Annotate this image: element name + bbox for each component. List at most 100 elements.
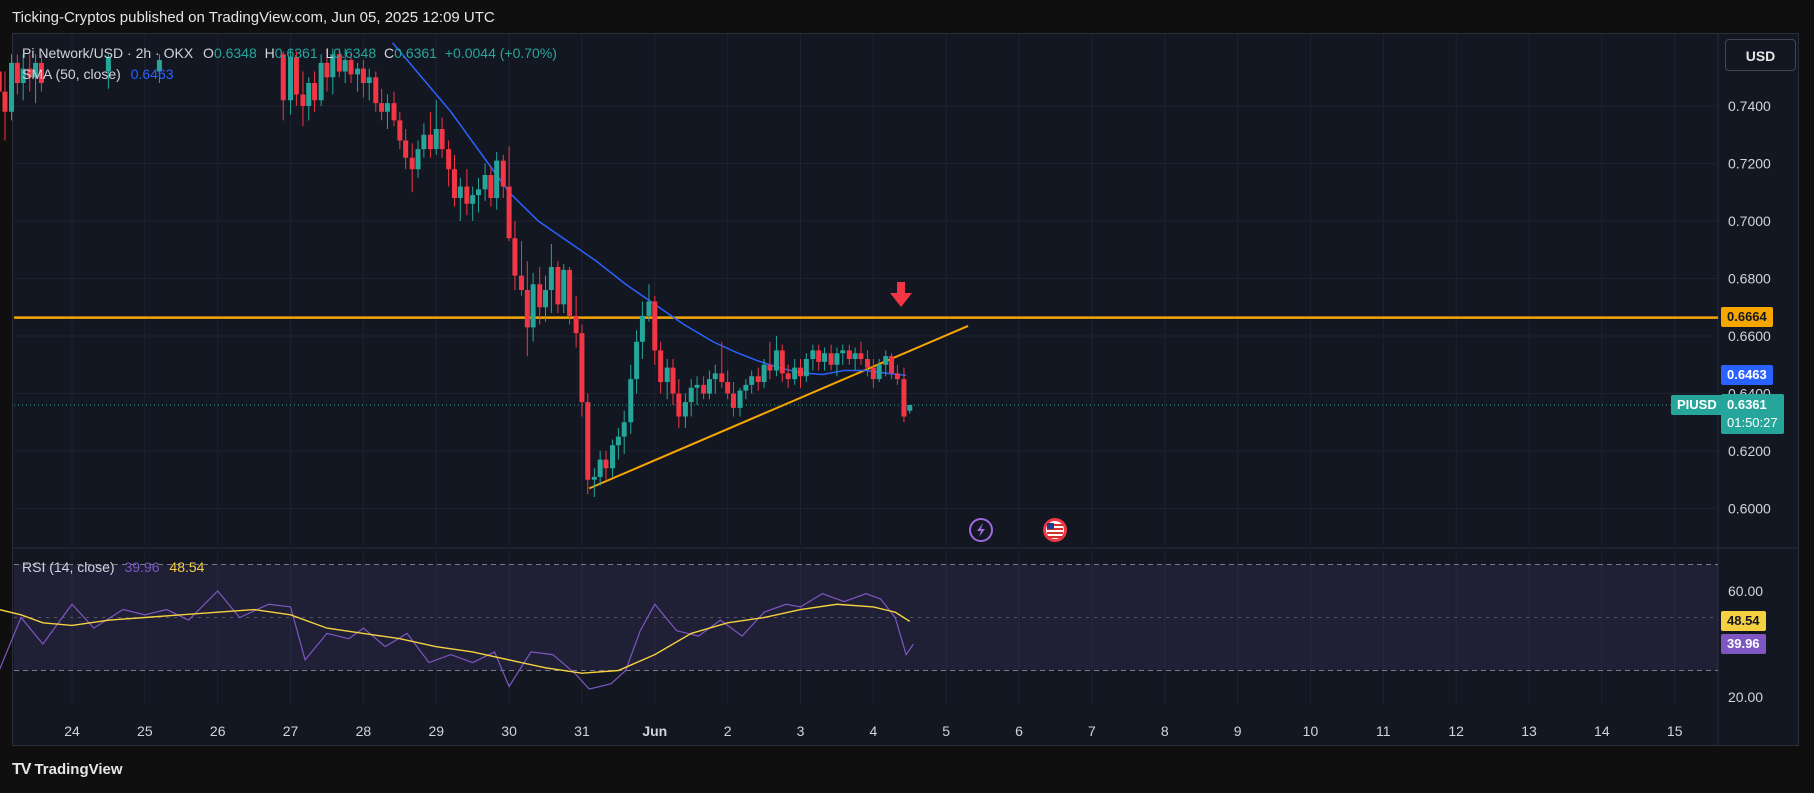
candle (615, 428, 621, 460)
candle-body (524, 290, 530, 328)
candle (342, 48, 348, 83)
last-price-value: 0.6361 (1727, 397, 1767, 412)
candle (14, 54, 20, 95)
candle-body (427, 134, 433, 150)
candle (500, 154, 506, 198)
candle (676, 379, 682, 428)
candle-body (548, 267, 554, 290)
low-label: L (325, 45, 334, 61)
candle (779, 344, 785, 382)
rsi-bands (14, 564, 1718, 671)
chart-icons (890, 282, 1067, 542)
candle-body (610, 445, 616, 469)
lightning-icon (969, 518, 993, 542)
open-label: O (203, 45, 214, 61)
candle-body (293, 57, 299, 95)
candle-body (537, 284, 543, 308)
candle-body (664, 367, 670, 382)
candle-body (2, 91, 8, 112)
candle (652, 295, 658, 365)
candle (306, 77, 312, 121)
candle (658, 341, 664, 394)
us-flag-icon-stripe (1047, 528, 1063, 530)
time-axis-ticks: 24 25 26 27 28 29 30 31 Jun 2 3 4 5 6 7 8 9 10 11 12 13 14 15 (64, 723, 1682, 739)
candle (403, 129, 409, 170)
brand-name: TradingView (34, 761, 123, 778)
candle (894, 364, 900, 385)
sma-value: 0.6463 (130, 66, 174, 82)
sma-legend[interactable]: SMA (50, close) 0.6463 (22, 66, 174, 82)
sma-label: SMA (50, close) (22, 66, 121, 82)
candle (846, 344, 852, 365)
candle (476, 177, 482, 213)
high-label: H (264, 45, 275, 61)
candle-body (828, 353, 834, 365)
candle (105, 54, 111, 89)
time-tick-label: 2 (724, 723, 732, 739)
last-price-tag: 0.6361 01:50:27 (1721, 394, 1784, 434)
candle-body (530, 284, 536, 328)
candle-body (701, 384, 707, 394)
candle (822, 347, 828, 371)
candle-body (688, 387, 694, 403)
candle (901, 367, 907, 423)
candle (336, 48, 342, 78)
candle-body (858, 353, 864, 359)
candle (27, 54, 33, 92)
candle-body (792, 367, 798, 380)
candle (621, 410, 627, 454)
candle-body (500, 160, 506, 187)
time-tick-label: 7 (1088, 723, 1096, 739)
resistance-price-tag: 0.6664 (1721, 307, 1773, 327)
candle (409, 143, 415, 193)
candle (603, 451, 609, 480)
candle-body (846, 350, 852, 359)
candle-body (743, 384, 749, 391)
candle (427, 111, 433, 158)
currency-button[interactable]: USD (1725, 39, 1796, 71)
candle-body (156, 60, 162, 72)
symbol-legend[interactable]: Pi Network/USD · 2h · OKX O0.6348 H0.636… (22, 45, 557, 61)
candle (785, 364, 791, 388)
rsi-value: 39.96 (124, 559, 160, 575)
tradingview-footer[interactable]: TV TradingView (12, 761, 123, 779)
rsi-legend[interactable]: RSI (14, close) 39.96 48.54 (22, 559, 204, 575)
candle (494, 152, 500, 210)
candle (646, 284, 652, 322)
time-tick-label: 5 (942, 723, 950, 739)
candle (755, 367, 761, 391)
candle (725, 370, 731, 400)
candle (530, 272, 536, 342)
candle-body (901, 379, 907, 417)
candle-body (834, 353, 840, 365)
candle-body (280, 54, 286, 101)
candle-body (591, 476, 597, 480)
candle-body (628, 379, 634, 423)
candle-body (573, 315, 579, 334)
candle-body (379, 103, 385, 112)
symbol-name: Pi Network/USD · 2h · OKX (22, 45, 194, 61)
candle-body (384, 103, 390, 112)
candle-body (439, 129, 445, 150)
rsi-ma-tag: 48.54 (1721, 611, 1766, 631)
candle (816, 344, 822, 371)
candle-body (330, 54, 336, 78)
candle-body (876, 364, 882, 380)
candle-body (543, 290, 549, 308)
candle (470, 186, 476, 221)
candle-body (615, 436, 621, 446)
sma-line (391, 42, 907, 377)
candle-body (482, 175, 488, 190)
candle-body (785, 373, 791, 380)
candle-body (561, 269, 567, 305)
price-tick-label: 0.7400 (1728, 98, 1771, 114)
candle-body (470, 195, 476, 204)
candle (33, 54, 39, 104)
candle-body (366, 77, 372, 83)
time-tick-label: 6 (1015, 723, 1023, 739)
time-tick-label: 12 (1448, 723, 1464, 739)
time-tick-label: 28 (356, 723, 372, 739)
candle-body (597, 459, 603, 477)
candle (883, 350, 889, 377)
